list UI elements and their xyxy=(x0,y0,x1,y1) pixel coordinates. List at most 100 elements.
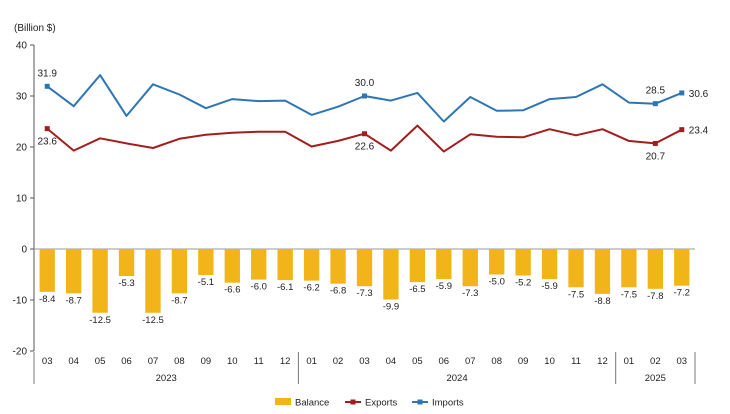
balance-bar xyxy=(409,249,426,283)
x-tick-label: 07 xyxy=(465,356,476,367)
exports-marker xyxy=(44,126,50,132)
x-tick-label: 12 xyxy=(597,356,608,367)
balance-value-label: -6.8 xyxy=(330,286,346,297)
balance-bar xyxy=(118,249,135,277)
balance-value-label: -6.6 xyxy=(224,285,240,296)
year-label: 2025 xyxy=(645,373,666,384)
legend-label-imports: Imports xyxy=(432,398,464,409)
balance-value-label: -5.1 xyxy=(198,277,214,288)
x-tick-label: 05 xyxy=(95,356,106,367)
balance-bar xyxy=(303,249,320,281)
exports-marker xyxy=(679,127,685,133)
legend-swatch-balance xyxy=(275,398,291,405)
balance-value-label: -6.1 xyxy=(277,282,293,293)
unit-label: (Billion $) xyxy=(14,23,56,34)
balance-bar xyxy=(462,249,478,287)
x-tick-label: 04 xyxy=(386,356,397,367)
legend: Balance Exports Imports xyxy=(275,398,464,409)
balance-bar xyxy=(356,249,373,287)
x-tick-label: 04 xyxy=(68,356,79,367)
balance-bars xyxy=(39,249,690,313)
balance-bar xyxy=(674,249,690,286)
y-tick-label: 0 xyxy=(21,245,27,256)
exports-marker-label: 23.4 xyxy=(689,126,709,137)
balance-value-label: -7.3 xyxy=(356,288,372,299)
imports-marker xyxy=(652,101,658,107)
x-tick-label: 09 xyxy=(518,356,529,367)
x-tick-label: 02 xyxy=(333,356,344,367)
balance-bar xyxy=(171,249,188,294)
y-tick-label: -20 xyxy=(13,347,28,358)
balance-value-label: -7.2 xyxy=(674,288,690,299)
balance-value-label: -5.9 xyxy=(541,281,557,292)
balance-value-label: -7.3 xyxy=(462,288,478,299)
year-label: 2024 xyxy=(446,373,467,384)
balance-value-label: -8.4 xyxy=(39,294,55,305)
x-tick-label: 09 xyxy=(201,356,212,367)
balance-bar xyxy=(383,249,399,300)
balance-bar xyxy=(436,249,452,280)
balance-value-label: -8.7 xyxy=(171,295,187,306)
x-tick-label: 11 xyxy=(571,356,581,367)
legend-label-exports: Exports xyxy=(365,398,397,409)
x-tick-label: 07 xyxy=(148,356,159,367)
balance-bar xyxy=(92,249,108,313)
x-tick-label: 06 xyxy=(439,356,450,367)
imports-marker xyxy=(362,93,367,99)
x-tick-label: 12 xyxy=(280,356,291,367)
balance-bar xyxy=(515,249,531,276)
exports-marker xyxy=(362,131,367,137)
x-tick-label: 10 xyxy=(227,356,238,367)
x-tick-label: 03 xyxy=(359,356,370,367)
x-tick-label: 06 xyxy=(121,356,132,367)
exports-marker-label: 22.6 xyxy=(355,142,375,153)
x-tick-label: 02 xyxy=(650,356,661,367)
x-tick-label: 03 xyxy=(42,356,53,367)
balance-bar xyxy=(198,249,214,276)
balance-value-label: -7.8 xyxy=(647,291,663,302)
balance-value-label: -6.2 xyxy=(303,283,319,294)
y-tick-label: 20 xyxy=(16,143,28,154)
imports-marker-label: 30.0 xyxy=(355,78,375,89)
balance-value-label: -5.3 xyxy=(118,278,134,289)
balance-bar xyxy=(39,249,55,292)
balance-bar xyxy=(145,249,161,313)
x-axis: 03 04 05 06 07 08 09 10 11 12 01 02 03 04 05 06 07 08 09 10… xyxy=(33,352,696,384)
x-tick-label: 05 xyxy=(412,356,423,367)
balance-bar xyxy=(65,249,82,294)
legend-label-balance: Balance xyxy=(295,398,329,409)
balance-value-label: -6.5 xyxy=(409,284,425,295)
imports-marker-label: 30.6 xyxy=(689,89,709,100)
balance-bar xyxy=(277,249,293,281)
x-tick-label: 01 xyxy=(624,356,635,367)
balance-bar xyxy=(224,249,240,283)
balance-value-label: -5.2 xyxy=(515,278,531,289)
x-tick-label: 11 xyxy=(254,356,264,367)
x-tick-label: 08 xyxy=(491,356,502,367)
x-tick-label: 08 xyxy=(174,356,185,367)
imports-marker xyxy=(44,83,50,89)
balance-bar xyxy=(251,249,267,280)
x-tick-label: 10 xyxy=(544,356,555,367)
balance-value-label: -6.0 xyxy=(251,282,267,293)
balance-bar xyxy=(541,249,558,280)
balance-value-label: -7.5 xyxy=(568,289,584,300)
balance-value-label: -7.5 xyxy=(621,289,637,300)
exports-marker xyxy=(652,140,658,146)
imports-marker-label: 28.5 xyxy=(646,86,666,97)
imports-marker-label: 31.9 xyxy=(37,68,57,79)
balance-value-label: -12.5 xyxy=(89,315,111,326)
exports-marker-label: 20.7 xyxy=(646,151,666,162)
y-tick-label: 40 xyxy=(16,41,28,52)
legend-marker-imports xyxy=(417,399,423,405)
balance-bar xyxy=(330,249,346,284)
balance-bar xyxy=(647,249,664,289)
y-tick-label: 30 xyxy=(16,92,28,103)
balance-value-label: -9.9 xyxy=(383,301,399,312)
balance-value-label: -12.5 xyxy=(142,315,164,326)
exports-marker-label: 23.6 xyxy=(37,137,57,148)
balance-bar xyxy=(594,249,611,294)
year-label: 2023 xyxy=(156,373,177,384)
balance-value-label: -5.9 xyxy=(436,281,452,292)
